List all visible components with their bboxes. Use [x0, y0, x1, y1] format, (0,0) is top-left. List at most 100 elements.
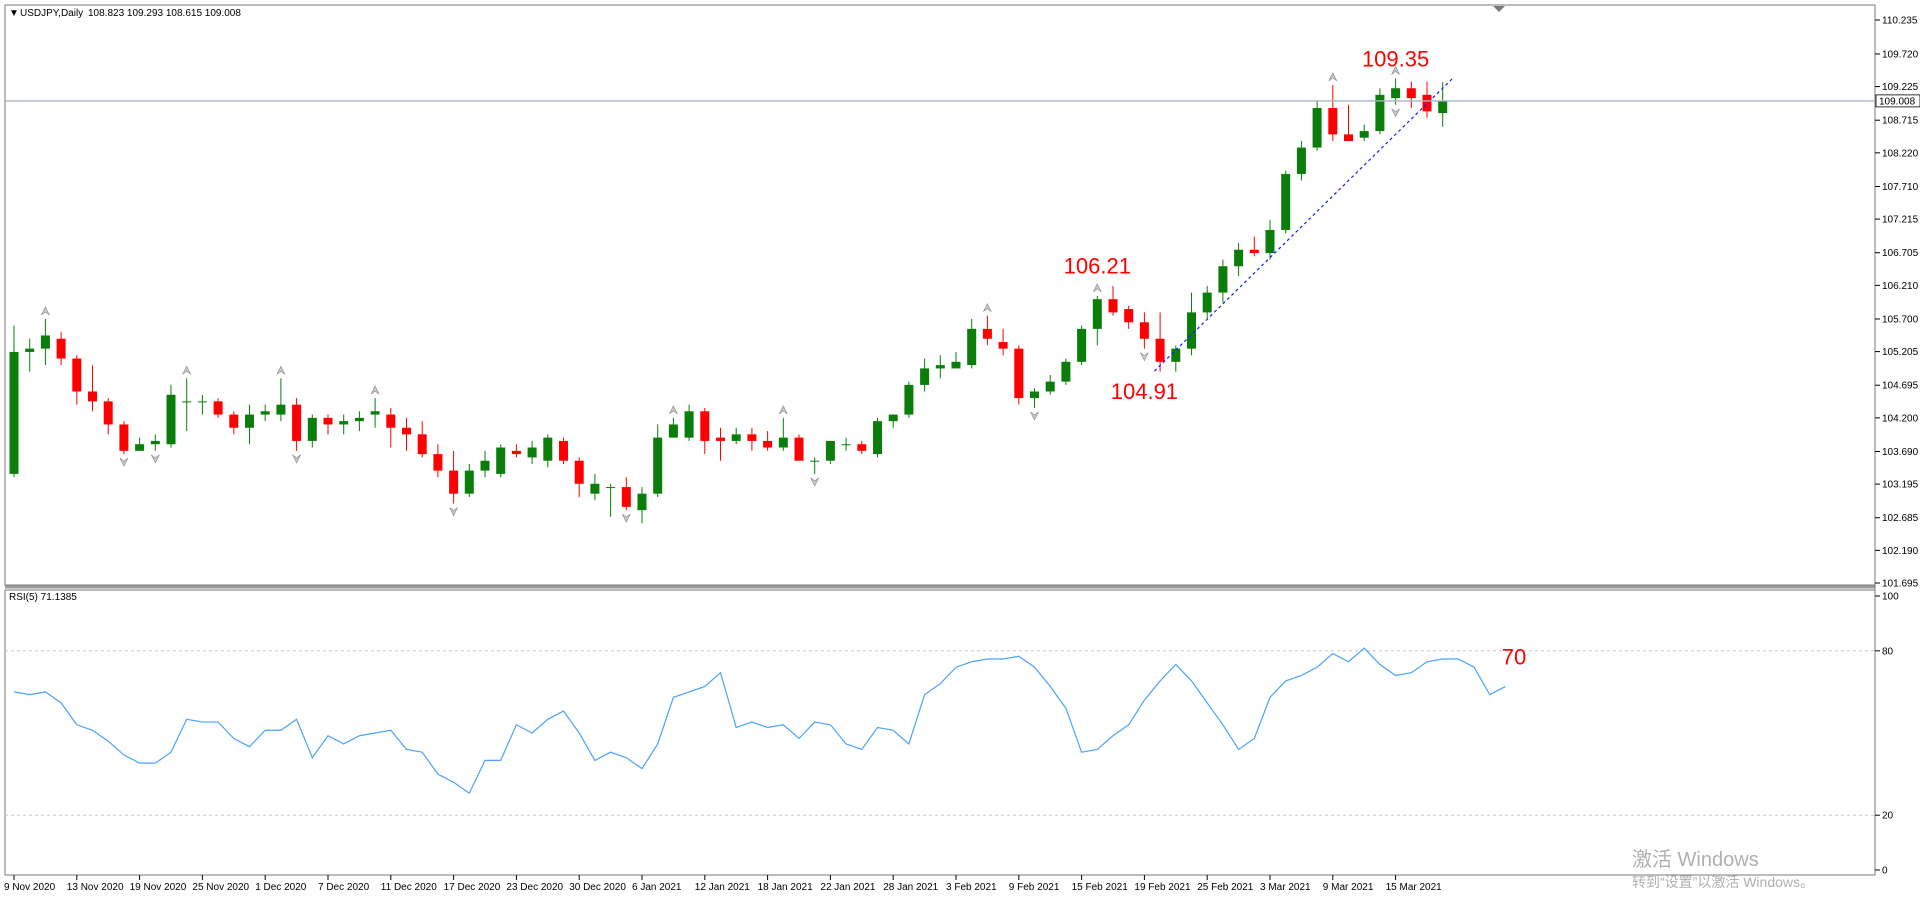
candle-body	[307, 417, 317, 441]
fractal-down-icon	[1030, 411, 1039, 421]
candle-body	[88, 391, 97, 402]
candle	[292, 398, 302, 451]
candle-body	[135, 444, 145, 451]
candle-body	[606, 487, 616, 489]
candle	[951, 351, 961, 369]
candle	[1249, 236, 1259, 257]
candle-body	[103, 401, 113, 425]
rsi-annotation-layer: 70	[1502, 644, 1526, 669]
shift-marker-icon[interactable]	[1493, 6, 1505, 12]
candle-body	[951, 361, 961, 369]
candle-body	[590, 483, 600, 494]
trendline[interactable]	[1153, 77, 1454, 372]
candle-body	[1077, 328, 1087, 362]
candle	[260, 404, 270, 422]
candle-body	[716, 437, 725, 441]
time-tick-label: 13 Nov 2020	[67, 882, 124, 893]
time-tick-label: 1 Dec 2020	[255, 882, 307, 893]
candle	[88, 365, 97, 412]
candle-body	[150, 440, 160, 445]
price-tick-label: 106.210	[1882, 281, 1919, 292]
candle-body	[229, 414, 239, 428]
fractal-down-icon	[119, 457, 129, 467]
candle	[354, 411, 364, 432]
candle	[857, 440, 867, 455]
fractal-down-icon	[151, 454, 160, 464]
time-tick-label: 6 Jan 2021	[632, 882, 682, 893]
candle-body	[25, 348, 35, 352]
candle	[1281, 170, 1291, 234]
ohlc-values: 108.823 109.293 108.615 109.008	[88, 8, 241, 19]
candle	[433, 444, 443, 478]
candle	[496, 444, 506, 478]
candle-body	[1218, 266, 1228, 293]
candle	[1265, 220, 1275, 260]
rsi-annotation: 70	[1502, 644, 1526, 669]
candle-body	[166, 394, 176, 445]
candle-body	[323, 417, 333, 425]
price-tick-label: 105.700	[1882, 314, 1919, 325]
candle	[810, 457, 820, 474]
candle-body	[982, 328, 992, 339]
candle	[276, 378, 286, 422]
candle-body	[904, 384, 914, 415]
candle	[873, 417, 882, 458]
candle-body	[449, 470, 459, 494]
candle	[1014, 345, 1024, 405]
candle-body	[857, 444, 867, 451]
candle	[323, 414, 333, 435]
trendline-layer[interactable]	[1153, 77, 1454, 372]
fractal-down-icon	[449, 507, 458, 517]
current-price-box	[1875, 94, 1920, 108]
candle-body	[747, 434, 757, 441]
candle-body	[810, 460, 820, 462]
candle	[982, 315, 992, 346]
header-menu-icon[interactable]: ▼	[9, 8, 19, 19]
candle-body	[888, 414, 898, 422]
candle	[574, 457, 584, 497]
time-tick-label: 22 Jan 2021	[820, 882, 875, 893]
price-annotation: 104.91	[1111, 379, 1178, 404]
candle-body	[1171, 348, 1181, 362]
time-tick-label: 9 Mar 2021	[1323, 882, 1374, 893]
candle-body	[1406, 88, 1416, 99]
candle	[778, 417, 788, 451]
rsi-tick-label: 80	[1882, 646, 1894, 657]
time-tick-label: 3 Mar 2021	[1260, 882, 1311, 893]
candle-body	[794, 437, 804, 461]
candle	[1344, 104, 1353, 141]
candle	[621, 477, 631, 511]
price-tick-label: 102.685	[1882, 513, 1919, 524]
price-annotation: 106.21	[1064, 253, 1131, 278]
fractals-layer	[41, 65, 1400, 523]
candles-layer	[9, 78, 1448, 524]
candle-body	[1438, 100, 1448, 114]
candle	[700, 407, 710, 455]
candle-body	[700, 411, 710, 441]
rsi-series-line	[13, 647, 1506, 795]
candle	[449, 450, 459, 504]
candle-body	[778, 437, 788, 448]
candle	[135, 437, 145, 451]
candle-body	[40, 335, 50, 349]
price-tick-label: 109.225	[1882, 82, 1919, 93]
rsi-header: RSI(5) 71.1385	[9, 592, 77, 603]
candle	[998, 328, 1008, 356]
candle	[480, 450, 490, 478]
candle-body	[1422, 94, 1432, 112]
candle-body	[1202, 292, 1212, 313]
candle	[1061, 358, 1071, 385]
price-tick-label: 103.690	[1882, 447, 1919, 458]
price-tick-label: 102.190	[1882, 546, 1919, 557]
fractal-down-icon	[810, 477, 819, 487]
rsi-tick-label: 0	[1882, 866, 1888, 877]
candle-body	[1265, 229, 1275, 254]
watermark-line1: 激活 Windows	[1632, 848, 1759, 871]
candle-body	[1061, 361, 1071, 382]
price-tick-label: 104.695	[1882, 381, 1919, 392]
fractal-up-icon	[983, 303, 992, 312]
candle	[229, 411, 239, 435]
candle-body	[1014, 348, 1024, 399]
fractal-up-icon	[779, 405, 788, 415]
time-axis: 9 Nov 2020 13 Nov 2020 19 Nov 2020 25 Nov 2…	[4, 875, 1442, 893]
